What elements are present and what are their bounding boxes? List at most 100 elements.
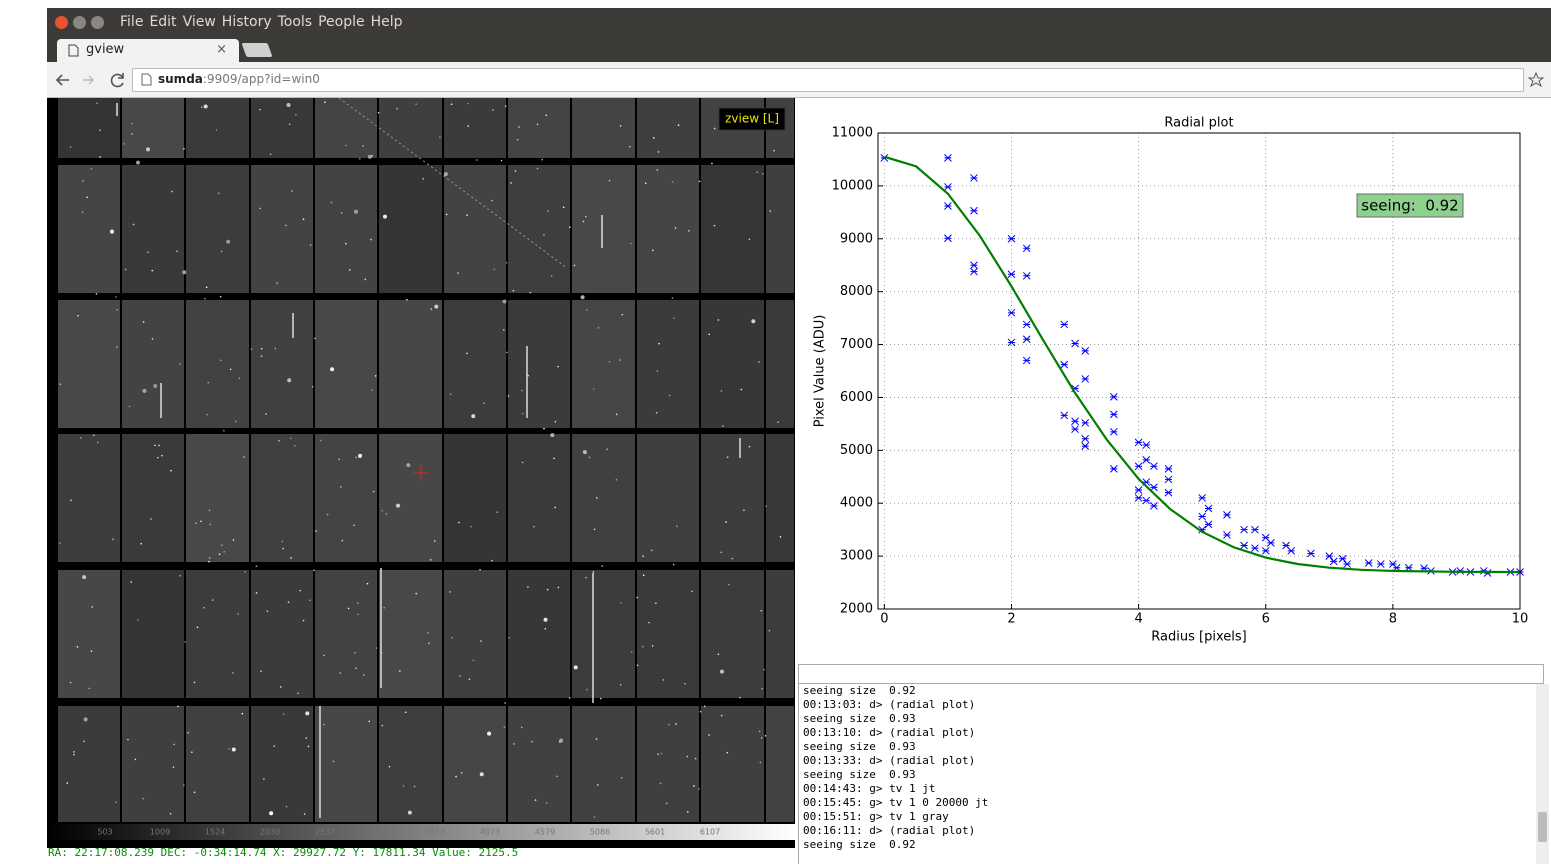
star (90, 650, 93, 653)
star (592, 388, 595, 390)
star (340, 212, 343, 214)
star (648, 621, 650, 624)
star (130, 581, 133, 583)
console-line: 00:15:51: g> tv 1 gray (803, 810, 949, 823)
reload-button[interactable] (110, 73, 124, 88)
menu-item[interactable]: Tools (277, 14, 313, 30)
star (684, 682, 686, 685)
star (355, 667, 357, 670)
data-point (1223, 511, 1231, 519)
menu-item[interactable]: View (182, 14, 216, 30)
minimize-window-button[interactable] (73, 16, 86, 29)
star (769, 210, 772, 212)
url-box[interactable]: sumda:9909/app?id=win0 (132, 68, 1524, 92)
star (427, 631, 429, 634)
star (266, 610, 269, 612)
star (429, 558, 432, 561)
colorbar-tick-label: 2030 (260, 828, 280, 837)
address-bar: sumda:9909/app?id=win0 (47, 62, 1551, 98)
star (183, 147, 185, 150)
ccd-chip (379, 300, 442, 428)
star (659, 782, 662, 785)
colorbar-tick-label: 4073 (480, 828, 500, 837)
close-window-button[interactable] (55, 16, 68, 29)
scroll-thumb[interactable] (1538, 812, 1547, 842)
star (330, 367, 335, 372)
star (305, 711, 310, 716)
star (115, 801, 117, 804)
star (674, 227, 677, 229)
ccd-chip (58, 570, 120, 698)
data-point (1007, 234, 1016, 243)
star (503, 726, 506, 728)
star (595, 738, 598, 740)
star (115, 296, 117, 298)
star (472, 659, 475, 662)
console-scrollbar[interactable] (1536, 684, 1549, 864)
star (703, 705, 706, 708)
plot-frame (877, 132, 1521, 610)
star (339, 672, 342, 674)
cursor-cross (413, 465, 429, 481)
star (241, 712, 244, 715)
star (145, 147, 150, 152)
ccd-chip (508, 165, 570, 293)
x-tick-label: 2 (1007, 612, 1015, 627)
star (314, 337, 316, 340)
data-point (1266, 539, 1275, 547)
bookmark-star[interactable] (1528, 72, 1544, 88)
star (503, 329, 505, 331)
star (399, 670, 401, 672)
star (404, 711, 407, 714)
x-tick-label: 6 (1262, 612, 1270, 627)
star (518, 126, 520, 128)
ccd-chip (508, 300, 570, 428)
star (514, 170, 517, 172)
forward-button[interactable] (83, 75, 94, 85)
menu-item[interactable]: History (221, 14, 272, 30)
star (232, 672, 234, 674)
star (358, 158, 361, 160)
viewer-label-box (718, 107, 786, 131)
ccd-chip (58, 98, 120, 158)
star (59, 542, 61, 544)
data-point (1261, 546, 1270, 555)
ccd-chip (122, 706, 184, 822)
star (357, 602, 359, 604)
star (599, 697, 602, 700)
star (176, 250, 178, 253)
ccd-chip (444, 165, 506, 293)
star (713, 127, 716, 130)
ccd-chip (315, 434, 377, 562)
tab-close[interactable]: × (216, 42, 227, 57)
colorbar-ticks: 503 1009 1524 2030 2537 3052 3558 4073 4579 5086 5… (97, 828, 720, 837)
star (508, 636, 511, 639)
star (751, 319, 756, 324)
star (504, 105, 507, 107)
star (91, 606, 94, 608)
menu-item[interactable]: People (318, 14, 365, 30)
ccd-chip (251, 434, 313, 562)
star (433, 540, 436, 542)
menu-item[interactable]: Edit (149, 14, 177, 30)
back-button[interactable] (55, 74, 69, 86)
star (763, 668, 765, 671)
menu-item[interactable]: Help (370, 14, 403, 30)
tab[interactable]: gview × (57, 39, 239, 63)
star (449, 393, 452, 395)
maximize-window-button[interactable] (91, 16, 104, 29)
star (546, 588, 549, 591)
menu-item[interactable]: File (120, 14, 144, 30)
command-input[interactable] (798, 664, 1544, 684)
star (364, 278, 367, 281)
star (491, 199, 493, 202)
image-viewer[interactable]: zview [L] 503 1009 1524 2030 2537 3052 3558 407… (47, 98, 795, 848)
ccd-chip (315, 98, 377, 158)
star (353, 524, 355, 527)
star (655, 602, 657, 605)
star (209, 523, 212, 526)
star (151, 338, 154, 340)
x-tick-label: 10 (1512, 612, 1529, 627)
new-tab-button[interactable] (241, 43, 273, 57)
star (556, 775, 558, 778)
